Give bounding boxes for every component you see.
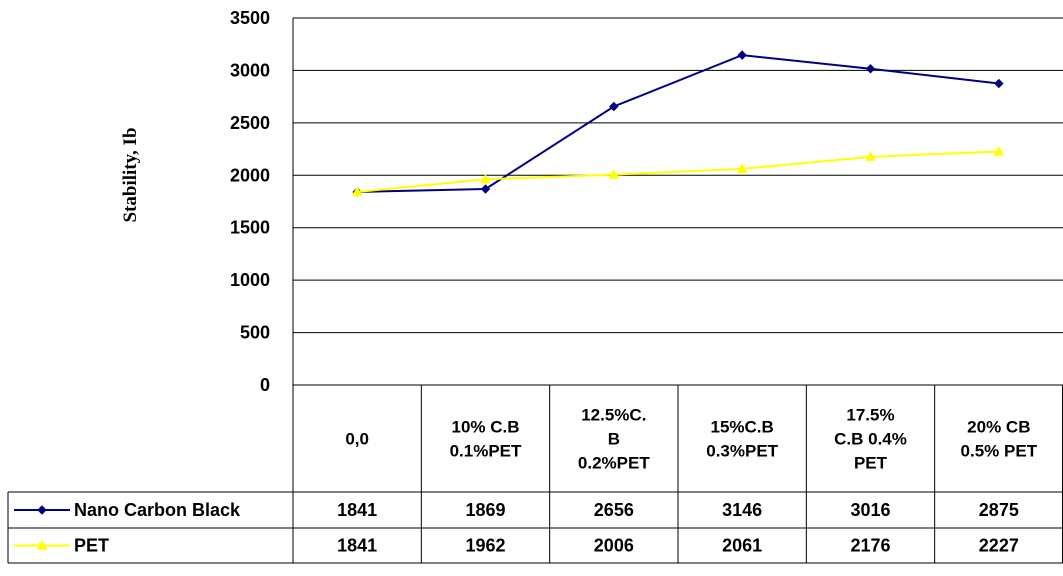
table-value-cell: 2227 bbox=[979, 536, 1019, 556]
data-point bbox=[480, 173, 491, 184]
data-point bbox=[351, 186, 363, 197]
y-tick-label: 3500 bbox=[230, 8, 270, 28]
legend-key-marker bbox=[37, 505, 47, 515]
series-line bbox=[357, 54, 999, 193]
y-tick-label: 2000 bbox=[230, 165, 270, 185]
table-value-cell: 1869 bbox=[465, 500, 505, 520]
table-value-cell: 2176 bbox=[850, 536, 890, 556]
y-tick-label: 3000 bbox=[230, 60, 270, 80]
x-category-label: 0.1%PET bbox=[450, 442, 522, 461]
y-tick-label: 1000 bbox=[230, 270, 270, 290]
y-tick-label: 2500 bbox=[230, 113, 270, 133]
table-value-cell: 3016 bbox=[850, 500, 890, 520]
data-point bbox=[737, 50, 747, 60]
data-point bbox=[608, 169, 620, 179]
table-value-cell: 3146 bbox=[722, 500, 762, 520]
data-point bbox=[609, 101, 619, 112]
data-point bbox=[736, 163, 748, 173]
table-value-cell: 1962 bbox=[465, 536, 505, 556]
legend-series-name: Nano Carbon Black bbox=[74, 500, 241, 520]
x-category-label: C.B 0.4% bbox=[834, 430, 907, 449]
table-value-cell: 2656 bbox=[594, 500, 634, 520]
x-category-label: 10% C.B bbox=[451, 418, 519, 437]
x-category-label: 15%C.B bbox=[711, 418, 774, 437]
series-line bbox=[357, 150, 999, 193]
legend-key-marker bbox=[36, 539, 48, 550]
y-tick-label: 1500 bbox=[230, 218, 270, 238]
data-point bbox=[865, 64, 876, 74]
x-category-label: B bbox=[608, 430, 620, 449]
y-tick-label: 0 bbox=[260, 375, 270, 395]
x-category-label: 0,0 bbox=[345, 430, 369, 449]
table-value-cell: 2006 bbox=[594, 536, 634, 556]
data-table: 0,0 10% C.B 0.1%PET 12.5%C. B 0.2%PET 15%C.B 0.… bbox=[7, 385, 1063, 564]
x-category-label: 0.5% PET bbox=[961, 442, 1038, 461]
x-category-label: 17.5% bbox=[846, 406, 894, 425]
x-category-label: 0.2%PET bbox=[578, 454, 650, 473]
data-point bbox=[993, 145, 1005, 156]
y-tick-label: 500 bbox=[240, 323, 270, 343]
y-axis-label: Stability, Ib bbox=[120, 127, 141, 222]
table-value-cell: 2875 bbox=[979, 500, 1019, 520]
data-point bbox=[994, 78, 1004, 89]
table-value-cell: 2061 bbox=[722, 536, 762, 556]
x-category-label: PET bbox=[854, 454, 888, 473]
series-lines bbox=[351, 50, 1005, 197]
x-category-label: 20% CB bbox=[967, 418, 1030, 437]
y-axis-ticks: 0 500 1000 1500 2000 2500 3000 3500 bbox=[230, 8, 270, 395]
table-value-cell: 1841 bbox=[337, 500, 377, 520]
data-point bbox=[865, 151, 876, 161]
x-category-label: 0.3%PET bbox=[706, 442, 778, 461]
legend-series-name: PET bbox=[74, 536, 109, 556]
x-category-label: 12.5%C. bbox=[581, 406, 646, 425]
table-value-cell: 1841 bbox=[337, 536, 377, 556]
data-point bbox=[480, 184, 491, 194]
